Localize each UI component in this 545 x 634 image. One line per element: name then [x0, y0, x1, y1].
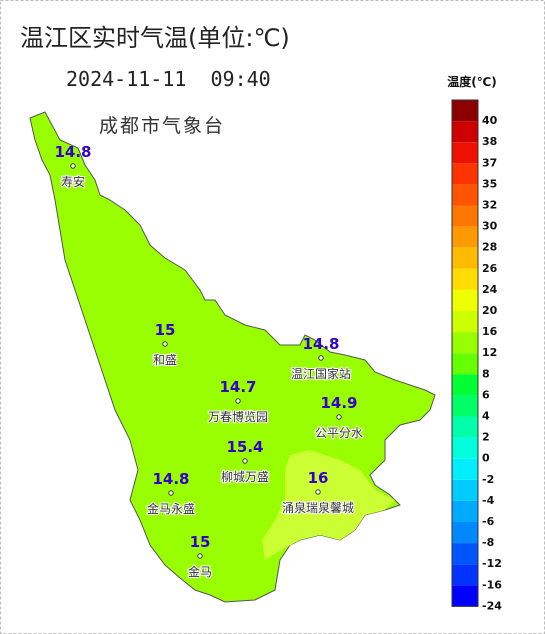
legend-tick-label: 6 — [482, 388, 490, 401]
legend-swatch — [452, 142, 478, 164]
legend-swatch — [452, 311, 478, 333]
station-dot — [162, 341, 168, 347]
station-value: 14.8 — [152, 470, 189, 488]
legend-tick-label: 37 — [482, 156, 497, 169]
legend-swatch — [452, 543, 478, 565]
legend-swatch — [452, 458, 478, 480]
legend-swatch — [452, 163, 478, 185]
station-value: 15 — [190, 533, 211, 551]
legend-swatch — [452, 522, 478, 544]
station: 16 涌泉瑞泉馨城 — [281, 469, 355, 516]
station: 14.8 寿安 — [54, 143, 91, 190]
legend-swatch — [452, 289, 478, 311]
station: 14.9 公平分水 — [314, 394, 364, 441]
legend-tick-label: 8 — [482, 367, 490, 380]
legend-tick-label: 2 — [482, 431, 490, 444]
title: 温江区实时气温(单位:℃) — [20, 24, 290, 52]
station-value: 15 — [155, 321, 176, 339]
legend-tick-label: 24 — [482, 283, 498, 296]
warmer-area — [262, 450, 395, 560]
legend-tick-label: 20 — [482, 304, 498, 317]
station-name: 和盛 — [153, 352, 177, 367]
legend: 40383735323028262420161286420-2-4-6-8-12… — [451, 99, 502, 612]
station-value: 14.9 — [320, 394, 357, 412]
legend-tick-label: -24 — [482, 599, 502, 612]
legend-swatch — [452, 395, 478, 417]
legend-tick-label: 32 — [482, 199, 497, 212]
legend-swatch — [452, 247, 478, 269]
station: 15 金马 — [187, 533, 213, 580]
station-dot — [70, 163, 76, 169]
legend-tick-label: 26 — [482, 262, 498, 275]
legend-swatch — [452, 416, 478, 438]
station: 14.8 温江国家站 — [290, 335, 352, 382]
station-name: 涌泉瑞泉馨城 — [282, 500, 354, 515]
legend-swatch — [452, 226, 478, 248]
legend-tick-label: 4 — [482, 410, 490, 423]
legend-tick-label: 16 — [482, 325, 498, 338]
legend-tick-label: 12 — [482, 346, 497, 359]
legend-tick-label: -12 — [482, 557, 502, 570]
legend-tick-label: -6 — [482, 515, 495, 528]
legend-swatch — [452, 100, 478, 122]
legend-border — [451, 99, 479, 607]
legend-title: 温度(℃) — [447, 74, 497, 89]
legend-swatch — [452, 121, 478, 143]
station: 15.4 柳城万盛 — [220, 438, 270, 485]
datetime: 2024-11-11 09:40 — [66, 67, 271, 91]
legend-swatch — [452, 479, 478, 501]
station-name: 寿安 — [61, 174, 85, 189]
legend-swatch — [452, 205, 478, 227]
stations: 14.8 寿安 15 和盛 14.8 温江国家站 14.7 万春博览园 14.9 公平分水 15.4… — [54, 143, 364, 580]
legend-swatch — [452, 437, 478, 459]
agency: 成都市气象台 — [99, 115, 225, 137]
station-value: 15.4 — [226, 438, 263, 456]
station-dot — [318, 355, 324, 361]
legend-tick-label: -8 — [482, 536, 494, 549]
legend-swatch — [452, 564, 478, 586]
station-value: 14.8 — [54, 143, 91, 161]
legend-tick-label: 30 — [482, 220, 498, 233]
station-dot — [336, 414, 342, 420]
legend-tick-label: 35 — [482, 177, 497, 190]
station-name: 金马 — [188, 564, 212, 579]
legend-tick-label: -16 — [482, 578, 502, 591]
station-name: 温江国家站 — [291, 366, 351, 381]
station-dot — [235, 398, 241, 404]
legend-tick-label: 28 — [482, 241, 497, 254]
legend-tick-label: 38 — [482, 135, 497, 148]
station-name: 万春博览园 — [208, 409, 268, 424]
legend-swatch — [452, 353, 478, 375]
station-dot — [197, 553, 203, 559]
station-value: 16 — [308, 469, 329, 487]
station-name: 公平分水 — [315, 426, 363, 440]
legend-tick-label: 0 — [482, 452, 490, 465]
station-name: 柳城万盛 — [221, 469, 269, 484]
legend-swatch — [452, 332, 478, 354]
station-value: 14.7 — [219, 378, 256, 396]
station: 14.8 金马永盛 — [146, 470, 196, 517]
legend-swatch — [452, 184, 478, 206]
legend-tick-label: -2 — [482, 473, 494, 486]
legend-swatch — [452, 500, 478, 522]
legend-tick-label: -4 — [482, 494, 495, 507]
station-dot — [242, 458, 248, 464]
station-dot — [315, 489, 321, 495]
station: 15 和盛 — [152, 321, 178, 368]
legend-swatch — [452, 585, 478, 607]
station-name: 金马永盛 — [147, 501, 195, 516]
station-dot — [168, 490, 174, 496]
legend-swatch — [452, 374, 478, 396]
legend-swatch — [452, 268, 478, 290]
station-value: 14.8 — [302, 335, 339, 353]
legend-tick-label: 40 — [482, 114, 498, 127]
station: 14.7 万春博览园 — [207, 378, 269, 425]
